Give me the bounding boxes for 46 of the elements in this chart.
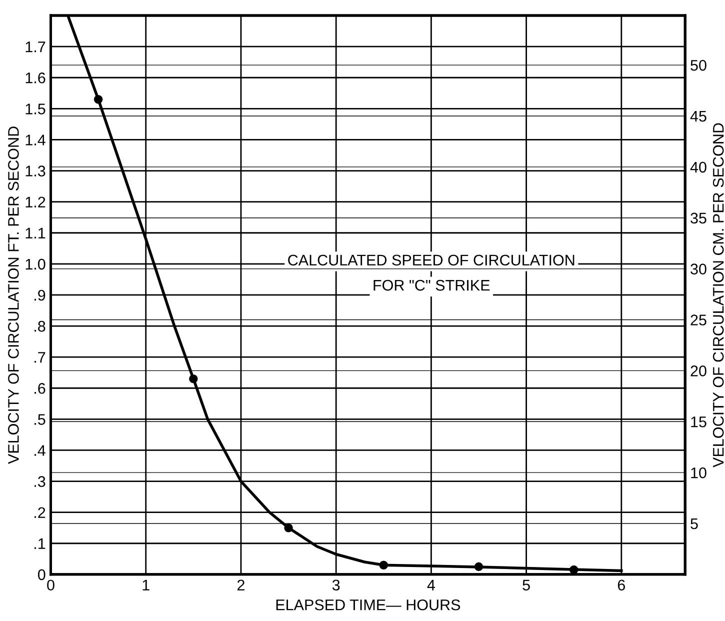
x-tick-label: 6 [618, 580, 625, 591]
x-tick-label: 3 [332, 580, 340, 591]
y-tick-label: 1.6 [26, 72, 46, 84]
x-tick-label: 4 [427, 580, 435, 590]
point [474, 562, 484, 572]
y-tick-label: 1.3 [26, 166, 46, 176]
y-tick-label: 1.7 [26, 42, 46, 52]
y-tick-label: 1.4 [26, 134, 46, 146]
y2-tick-label: 10 [691, 467, 706, 478]
y-axis-title: VELOCITY OF CIRCULATION FT. PER SECOND [8, 126, 19, 464]
y-tick-label: .8 [34, 320, 46, 332]
annotation: CALCULATED SPEED OF CIRCULATION [288, 254, 574, 266]
y-tick-label: .4 [34, 445, 46, 456]
y2-tick-label: 40 [690, 162, 706, 173]
y-tick-label: 1.5 [26, 104, 46, 114]
y2-tick-label: 5 [690, 518, 698, 530]
y2-tick-label: 50 [690, 60, 706, 71]
y-tick-label: .9 [34, 290, 46, 301]
y-tick-label: .1 [34, 538, 46, 549]
point [569, 565, 578, 574]
y-tick-label: .2 [34, 507, 46, 518]
y-tick-label: .3 [34, 476, 46, 487]
x-tick-label: 0 [47, 580, 54, 591]
y2-tick-label: 45 [690, 111, 706, 122]
y2-axis-title: VELOCITY OF CIRCULATION CM. PER SECOND [712, 123, 724, 468]
y-tick-label: .7 [34, 352, 46, 363]
y-tick-label: 1.1 [26, 228, 46, 238]
point [379, 560, 388, 570]
annotation: FOR "C" STRIKE [374, 280, 490, 291]
y-tick-label: .5 [34, 414, 46, 425]
y2-tick-label: 30 [690, 264, 706, 274]
x-tick-label: 1 [142, 580, 150, 590]
x-axis-title: ELAPSED TIME— HOURS [276, 599, 460, 610]
y2-tick-label: 35 [690, 212, 706, 224]
point [189, 374, 198, 384]
point [284, 523, 293, 532]
y2-tick-label: 25 [690, 314, 706, 326]
x-tick-label: 2 [237, 580, 244, 590]
y-tick-label: .6 [34, 382, 46, 394]
x-tick-label: 5 [522, 580, 530, 591]
y-tick-label: 1.2 [26, 196, 46, 208]
y2-tick-label: 15 [691, 416, 706, 428]
y-tick-label: 1.0 [26, 258, 46, 270]
point [94, 94, 103, 104]
y-tick-label: 0 [38, 569, 46, 580]
y2-tick-label: 20 [690, 366, 706, 376]
